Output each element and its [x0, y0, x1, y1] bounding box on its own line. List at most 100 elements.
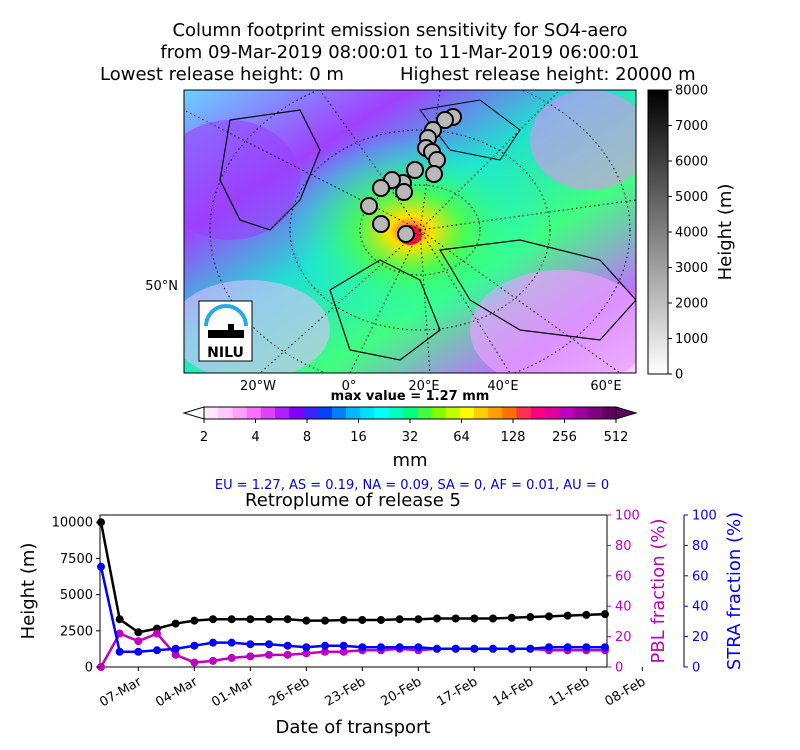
- height-axis-ticks: 0 2500 5000 7500 10000: [52, 516, 100, 676]
- release-point: [436, 111, 454, 129]
- height-axis-label: Height (m): [18, 543, 39, 640]
- series-point-stra: [358, 643, 367, 652]
- height-colorbar-tick-label: 6000: [675, 155, 708, 170]
- sensitivity-colorbar-bin: [374, 407, 390, 419]
- date-axis-tick-label: 14-Feb: [491, 674, 537, 709]
- height-axis-tick-label: 7500: [60, 552, 93, 567]
- chart-series: [97, 518, 609, 671]
- release-point: [395, 183, 413, 201]
- highest-release-height: Highest release height: 20000 m: [400, 64, 696, 85]
- series-point-height: [526, 613, 535, 622]
- sensitivity-colorbar-bin: [402, 407, 418, 419]
- date-axis-tick-label: 01-Mar: [209, 674, 257, 710]
- series-point-stra: [339, 641, 348, 650]
- series-point-height: [265, 615, 273, 624]
- release-point: [406, 161, 424, 179]
- series-point-stra: [321, 641, 329, 650]
- height-axis-tick-label: 10000: [52, 516, 93, 531]
- date-axis-ticks: 07-Mar 04-Mar 01-Mar 26-Feb 23-Feb 20-Feb 17-F…: [97, 667, 648, 710]
- height-axis-tick-label: 5000: [60, 588, 93, 603]
- series-point-height: [358, 615, 367, 624]
- series-point-stra: [526, 644, 535, 653]
- series-point-height: [321, 616, 329, 625]
- height-colorbar-tick-label: 7000: [675, 119, 708, 134]
- series-point-height: [563, 611, 572, 620]
- pbl-axis-ticks: 0 20 40 60 80 100: [607, 509, 640, 676]
- sensitivity-colorbar-tick-label: 16: [350, 430, 367, 445]
- stra-axis-tick-label: 100: [692, 509, 717, 524]
- sensitivity-colorbar-bin: [317, 407, 333, 419]
- series-line-height: [99, 522, 606, 634]
- series-point-height: [507, 613, 516, 622]
- region-fractions: EU = 1.27, AS = 0.19, NA = 0.09, SA = 0,…: [215, 478, 609, 493]
- series-point-height: [601, 610, 609, 619]
- series-point-pbl: [246, 652, 255, 661]
- series-point-stra: [601, 643, 609, 652]
- series-point-stra: [433, 644, 441, 653]
- series-point-stra: [134, 647, 143, 656]
- series-point-stra: [171, 644, 180, 653]
- series-point-height: [115, 615, 124, 624]
- series-point-pbl: [134, 637, 143, 646]
- series-point-stra: [190, 641, 199, 650]
- series-point-height: [470, 614, 479, 623]
- nilu-logo-text: NILU: [207, 345, 244, 361]
- pbl-axis-tick-label: 60: [615, 569, 632, 584]
- series-point-stra: [153, 646, 161, 655]
- sensitivity-colorbar-bin: [232, 407, 248, 419]
- sensitivity-colorbar-tick-label: 64: [453, 430, 470, 445]
- sensitivity-colorbar-bin: [431, 407, 447, 419]
- series-point-height: [582, 610, 591, 619]
- series-point-stra: [545, 643, 553, 652]
- title-line-1: Column footprint emission sensitivity fo…: [172, 20, 628, 41]
- sensitivity-colorbar-bin: [388, 407, 404, 419]
- sensitivity-colorbar-bin: [530, 407, 546, 419]
- pbl-axis-tick-label: 100: [615, 509, 640, 524]
- sensitivity-colorbar-bin: [473, 407, 489, 419]
- series-point-pbl: [227, 653, 236, 662]
- chart-title: Retroplume of release 5: [245, 490, 461, 511]
- sensitivity-colorbar-tick-label: 2: [200, 430, 208, 445]
- chart-plot-area: [99, 514, 608, 668]
- sensitivity-colorbar-bin: [459, 407, 475, 419]
- sensitivity-colorbar-bin: [246, 407, 262, 419]
- series-point-stra: [489, 644, 497, 653]
- sensitivity-colorbar-bin: [331, 407, 347, 419]
- pbl-axis-tick-label: 80: [615, 539, 632, 554]
- series-point-stra: [302, 643, 311, 652]
- max-value-label: max value = 1.27 mm: [331, 389, 490, 404]
- series-point-height: [414, 615, 423, 624]
- height-colorbar-tick-label: 4000: [675, 226, 708, 241]
- sensitivity-colorbar-bin: [204, 407, 219, 419]
- sensitivity-colorbar-bin: [445, 407, 461, 419]
- height-colorbar-tick-label: 2000: [675, 297, 708, 312]
- series-point-height: [545, 612, 553, 621]
- stra-axis-tick-label: 40: [692, 600, 709, 615]
- stra-axis-tick-label: 20: [692, 630, 709, 645]
- sensitivity-colorbar-max-arrow: [615, 406, 638, 420]
- lon-tick-label: 20°W: [240, 379, 276, 394]
- sensitivity-colorbar-bin: [360, 407, 375, 419]
- date-axis-tick-label: 26-Feb: [267, 674, 313, 709]
- series-point-height: [246, 615, 255, 624]
- release-point: [425, 165, 443, 183]
- height-colorbar-label: Height (m): [715, 184, 736, 281]
- series-point-pbl: [97, 663, 105, 671]
- series-point-height: [489, 614, 497, 623]
- series-point-stra: [563, 643, 572, 652]
- series-point-height: [377, 615, 385, 624]
- series-point-pbl: [302, 649, 311, 658]
- sensitivity-colorbar-bin: [303, 407, 319, 419]
- sensitivity-colorbar-bin: [289, 407, 304, 419]
- series-point-height: [227, 615, 236, 624]
- sensitivity-colorbar-bin: [417, 407, 432, 419]
- sensitivity-colorbar-tick-label: 512: [604, 430, 629, 445]
- sensitivity-colorbar-min-arrow: [182, 406, 205, 420]
- series-point-stra: [451, 644, 460, 653]
- sensitivity-colorbar-tick-label: 256: [552, 430, 577, 445]
- nilu-logo: [198, 300, 253, 362]
- series-point-height: [283, 615, 292, 624]
- series-point-height: [433, 614, 441, 623]
- series-point-height: [451, 614, 460, 623]
- sensitivity-colorbar-bin: [502, 407, 518, 419]
